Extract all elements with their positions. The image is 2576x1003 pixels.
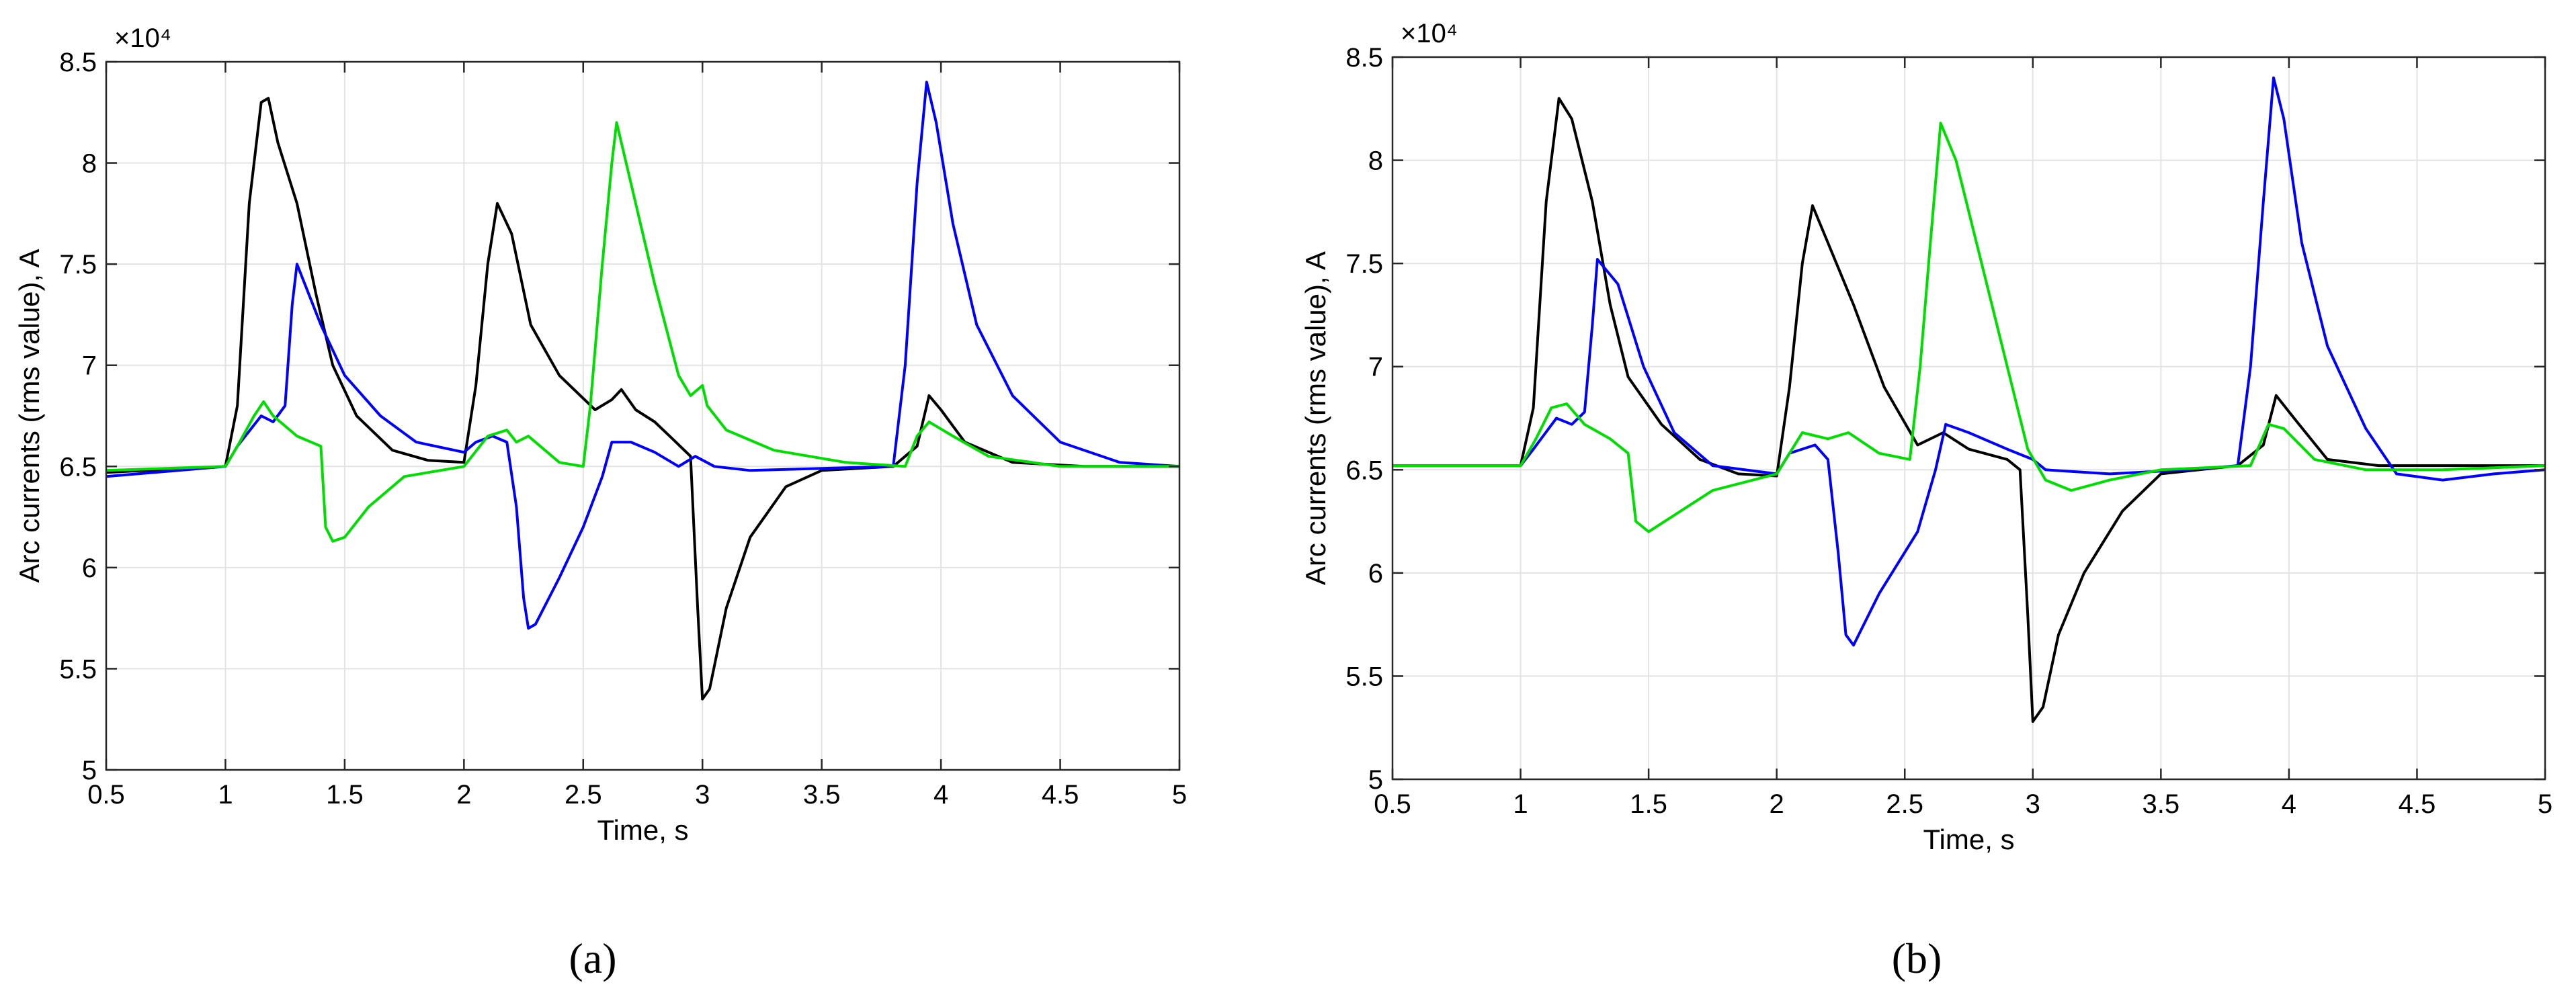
series-line-a-0: [106, 97, 1179, 701]
plot-area-b: [1393, 57, 2545, 779]
chart-panel-a: 0.5 1 1.5 2 2.5 3 3.5 4 4.5 5 5 5.5 6 6.5 7 7.5 8 8.5 Time…: [13, 24, 1187, 846]
y-tick-label-b-3: 6.5: [1345, 455, 1383, 485]
x-tick-label-b-0: 0.5: [1374, 789, 1411, 819]
series-line-b-0: [1393, 97, 2545, 723]
y-tick-label-a-6: 8: [82, 149, 97, 179]
x-tick-label-a-7: 4: [933, 780, 948, 810]
caption-b: (b): [1892, 934, 1942, 982]
y-axis-label-b: Arc currents (rms value), A: [1300, 251, 1331, 585]
chart-panel-b: 0.5 1 1.5 2 2.5 3 3.5 4 4.5 5 5 5.5 6 6.5 7 7.5 8 8.5 Time…: [1300, 19, 2552, 855]
x-axis-label-b: Time, s: [1923, 824, 2014, 855]
x-tick-label-a-0: 0.5: [87, 780, 125, 810]
y-tick-label-b-5: 7.5: [1345, 249, 1383, 279]
x-tick-label-a-9: 5: [1172, 780, 1187, 810]
x-tick-label-a-4: 2.5: [565, 780, 602, 810]
x-tick-label-a-6: 3.5: [803, 780, 841, 810]
series-line-b-2: [1393, 122, 2546, 533]
x-tick-label-b-4: 2.5: [1886, 789, 1923, 819]
x-tick-label-a-2: 1.5: [326, 780, 364, 810]
series-line-a-1: [106, 81, 1180, 630]
y-tick-label-b-6: 8: [1368, 146, 1383, 176]
y-exponent-label-a: ×10⁴: [114, 24, 171, 53]
x-tick-label-b-2: 1.5: [1630, 789, 1667, 819]
x-tick-label-b-7: 4: [2282, 789, 2296, 819]
x-tick-label-a-3: 2: [456, 780, 471, 810]
axes-frame-b: [1391, 56, 2546, 781]
y-tick-label-a-1: 5.5: [59, 654, 97, 684]
y-axis-label-a: Arc currents (rms value), A: [13, 249, 45, 582]
y-tick-label-a-0: 5: [82, 756, 97, 785]
x-axis-label-a: Time, s: [597, 814, 688, 846]
y-tick-label-a-2: 6: [82, 554, 97, 583]
y-tick-label-a-5: 7.5: [59, 250, 97, 279]
y-tick-label-b-4: 7: [1368, 353, 1383, 382]
caption-a: (a): [569, 934, 616, 982]
y-tick-label-b-0: 5: [1368, 765, 1383, 795]
series-line-a-2: [106, 121, 1179, 543]
y-tick-label-b-2: 6: [1368, 559, 1383, 588]
y-tick-label-a-4: 7: [82, 351, 97, 381]
x-tick-label-b-5: 3: [2026, 789, 2040, 819]
series-line-b-1: [1393, 76, 2546, 647]
x-tick-label-b-8: 4.5: [2399, 789, 2436, 819]
x-tick-label-b-1: 1: [1513, 789, 1528, 819]
x-tick-label-b-9: 5: [2538, 789, 2552, 819]
y-tick-label-a-7: 8.5: [59, 48, 97, 77]
x-tick-label-b-6: 3.5: [2143, 789, 2180, 819]
x-tick-label-b-3: 2: [1770, 789, 1784, 819]
axes-frame-a: [105, 60, 1181, 771]
x-tick-label-a-1: 1: [218, 780, 233, 810]
y-tick-label-b-1: 5.5: [1345, 662, 1383, 691]
y-tick-label-b-7: 8.5: [1345, 43, 1383, 73]
x-tick-label-a-5: 3: [695, 780, 710, 810]
y-exponent-label-b: ×10⁴: [1401, 19, 1458, 48]
y-tick-label-a-3: 6.5: [59, 452, 97, 482]
x-tick-label-a-8: 4.5: [1042, 780, 1079, 810]
